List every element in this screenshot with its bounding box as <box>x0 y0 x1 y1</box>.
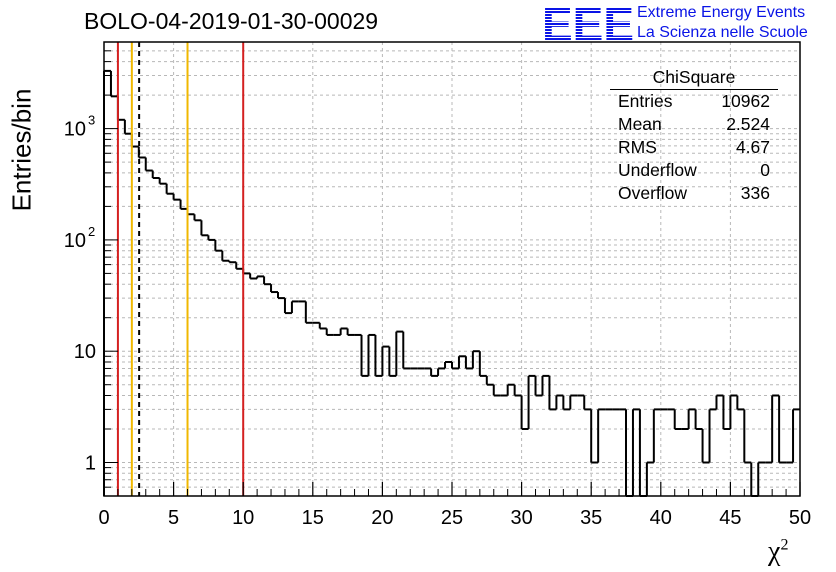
eee-logo-mark: EEE <box>542 2 634 44</box>
x-tick-label: 5 <box>168 507 179 529</box>
reference-lines <box>116 42 245 496</box>
stats-value: 4.67 <box>735 137 770 157</box>
x-tick-label: 40 <box>650 507 672 529</box>
y-tick-label: 1 <box>85 452 96 474</box>
x-axis-label: χ2 <box>768 536 789 567</box>
axis-ticks <box>103 50 801 496</box>
stats-label: Overflow <box>618 183 688 203</box>
stats-label: Underflow <box>618 160 697 180</box>
stats-row-rms: RMS 4.67 <box>610 136 778 159</box>
stats-label: Mean <box>618 114 662 134</box>
x-tick-label: 50 <box>789 507 811 529</box>
y-tick-label: 10 <box>64 119 86 141</box>
x-tick-label: 10 <box>232 507 254 529</box>
stats-title: ChiSquare <box>610 66 778 90</box>
stats-row-overflow: Overflow 336 <box>610 182 778 205</box>
x-tick-label: 0 <box>98 507 109 529</box>
x-tick-label: 15 <box>302 507 324 529</box>
stats-row-entries: Entries 10962 <box>610 90 778 113</box>
stats-value: 10962 <box>721 91 770 111</box>
y-tick-exponent: 2 <box>88 224 95 239</box>
y-tick-label: 10 <box>74 341 96 363</box>
x-tick-label: 25 <box>441 507 463 529</box>
logo-line-1: Extreme Energy Events <box>637 4 806 21</box>
x-tick-label: 35 <box>580 507 602 529</box>
y-tick-label: 10 <box>64 230 86 252</box>
x-tick-label: 20 <box>371 507 393 529</box>
y-tick-exponent: 3 <box>88 113 95 128</box>
eee-logo: EEE <box>542 2 634 44</box>
stats-box: ChiSquare Entries 10962 Mean 2.524 RMS 4.67… <box>610 66 778 205</box>
logo-caption: Extreme Energy Events La Scienza nelle S… <box>637 3 808 43</box>
x-tick-label: 30 <box>510 507 532 529</box>
stats-row-mean: Mean 2.524 <box>610 113 778 136</box>
stats-value: 336 <box>740 183 770 203</box>
stats-row-underflow: Underflow 0 <box>610 159 778 182</box>
stats-label: Entries <box>618 91 673 111</box>
chart-title: BOLO-04-2019-01-30-00029 <box>84 8 379 34</box>
stats-value: 2.524 <box>726 114 770 134</box>
stats-label: RMS <box>618 137 657 157</box>
stats-value: 0 <box>760 160 770 180</box>
x-tick-label: 45 <box>719 507 741 529</box>
logo-line-2: La Scienza nelle Scuole <box>637 24 808 41</box>
